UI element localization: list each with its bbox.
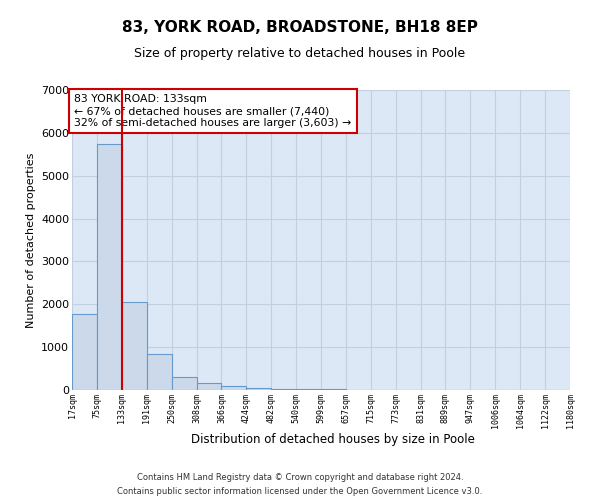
- Bar: [246, 388, 271, 390]
- Bar: [172, 376, 197, 390]
- Text: 83 YORK ROAD: 133sqm
← 67% of detached houses are smaller (7,440)
32% of semi-de: 83 YORK ROAD: 133sqm ← 67% of detached h…: [74, 94, 352, 128]
- Text: Contains HM Land Registry data © Crown copyright and database right 2024.: Contains HM Land Registry data © Crown c…: [137, 472, 463, 482]
- Bar: [122, 302, 146, 390]
- Text: 83, YORK ROAD, BROADSTONE, BH18 8EP: 83, YORK ROAD, BROADSTONE, BH18 8EP: [122, 20, 478, 35]
- Bar: [296, 389, 321, 390]
- Bar: [197, 382, 221, 390]
- Bar: [271, 388, 296, 390]
- Bar: [97, 144, 122, 390]
- Text: Contains public sector information licensed under the Open Government Licence v3: Contains public sector information licen…: [118, 488, 482, 496]
- Bar: [146, 354, 172, 390]
- Bar: [72, 314, 97, 390]
- Text: Distribution of detached houses by size in Poole: Distribution of detached houses by size …: [191, 432, 475, 446]
- Text: Size of property relative to detached houses in Poole: Size of property relative to detached ho…: [134, 48, 466, 60]
- Bar: [221, 386, 246, 390]
- Y-axis label: Number of detached properties: Number of detached properties: [26, 152, 35, 328]
